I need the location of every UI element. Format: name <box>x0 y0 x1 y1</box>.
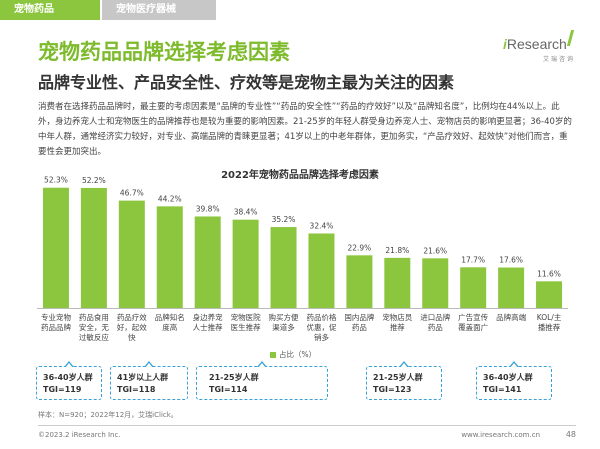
tab-pet-medicine[interactable]: 宠物药品 <box>0 0 100 20</box>
legend-label: 占比（%） <box>279 350 317 359</box>
category-label: 广告宣传覆盖面广 <box>458 312 488 332</box>
chart-legend: 占比（%） <box>270 349 316 360</box>
callout-tgi: TGI=141 <box>483 385 522 394</box>
data-label: 11.6% <box>537 269 561 278</box>
category-label: 国内品牌药品 <box>344 312 374 332</box>
callout-3: 21-25岁人群 TGI=114 <box>196 361 328 400</box>
category-label: 品牌知名度高 <box>155 312 185 332</box>
callout-group: 36-40岁人群 <box>43 373 93 382</box>
category-label: KOL/主播推荐 <box>537 312 562 332</box>
category-label: 药品食用安全，无过敏反应 <box>79 312 109 342</box>
category-label: 专业宠物药品品牌 <box>41 312 71 332</box>
callout-5: 36-40岁人群 TGI=141 <box>476 361 552 400</box>
bar <box>156 206 183 308</box>
data-label: 38.4% <box>234 208 258 217</box>
callout-2: 41岁以上人群 TGI=118 <box>110 361 188 400</box>
data-label: 22.9% <box>347 243 371 252</box>
category-label: 药品价格优惠，促销多 <box>306 312 336 342</box>
chart-title: 2022年宠物药品品牌选择考虑因素 <box>221 170 379 181</box>
footer-copyright: ©2023.2 iResearch Inc. <box>38 431 121 439</box>
callout-group: 36-40岁人群 <box>483 373 533 382</box>
data-label: 44.2% <box>158 194 182 203</box>
callout-tgi: TGI=118 <box>117 385 156 394</box>
callout-tgi: TGI=123 <box>373 385 412 394</box>
iresearch-logo: iResearch 艾瑞咨询 <box>503 30 583 66</box>
footnote: 样本：N=920；2022年12月，艾瑞iClick。 <box>38 411 178 419</box>
callout-4: 21-25岁人群 TGI=123 <box>366 361 442 400</box>
data-label: 52.3% <box>44 176 68 185</box>
description-text: 消费者在选择药品品牌时，最主要的考虑因素是“品牌的专业性”“药品的安全性”“药品… <box>38 102 572 157</box>
callout-1: 36-40岁人群 TGI=119 <box>36 361 102 400</box>
footer-divider <box>38 425 576 426</box>
callout-group: 41岁以上人群 <box>117 373 169 382</box>
footer-url[interactable]: www.iresearch.com.cn <box>461 431 540 439</box>
page-title: 宠物药品品牌选择考虑因素 <box>38 40 290 64</box>
category-label: 宠物医院医生推荐 <box>231 312 261 332</box>
bar <box>80 187 107 308</box>
page-number: 48 <box>565 430 576 439</box>
data-label: 17.6% <box>499 256 523 265</box>
page-subtitle: 品牌专业性、产品安全性、疗效等是宠物主最为关注的因素 <box>38 73 455 92</box>
logo-wordmark: iResearch <box>503 36 567 52</box>
category-label: 身边养宠人士推荐 <box>193 312 223 332</box>
data-label: 21.6% <box>423 246 447 255</box>
bar <box>232 219 259 308</box>
legend-swatch <box>270 351 276 358</box>
callout-group: 21-25岁人群 <box>209 373 259 382</box>
tab-pet-medical-devices[interactable]: 宠物医疗器械 <box>102 0 216 20</box>
callout-tgi: TGI=119 <box>43 385 82 394</box>
logo-subtitle: 艾瑞咨询 <box>543 56 576 63</box>
bar <box>118 200 145 308</box>
data-label: 17.7% <box>461 255 485 264</box>
bar <box>194 216 221 308</box>
bar <box>308 233 335 308</box>
data-label: 52.2% <box>82 176 106 185</box>
top-tabs: 宠物药品 宠物医疗器械 <box>0 0 216 20</box>
bar <box>460 267 487 308</box>
category-label: 品牌高端 <box>496 312 526 322</box>
bar <box>498 267 525 308</box>
bar <box>384 257 411 308</box>
bar <box>536 281 563 308</box>
callout-group: 21-25岁人群 <box>373 373 423 382</box>
callout-tgi: TGI=114 <box>209 385 248 394</box>
data-label: 39.8% <box>196 204 220 213</box>
category-label: 购买方便渠道多 <box>269 312 299 332</box>
bar <box>42 187 69 308</box>
category-label: 宠物店员推荐 <box>382 312 412 332</box>
data-label: 32.4% <box>310 221 334 230</box>
category-label: 药品疗效好，起效快 <box>117 312 147 342</box>
data-label: 35.2% <box>272 215 296 224</box>
bar <box>270 227 297 308</box>
bar <box>346 255 373 308</box>
data-label: 46.7% <box>120 189 144 198</box>
category-label: 进口品牌药品 <box>420 312 450 332</box>
bar <box>422 258 449 308</box>
data-label: 21.8% <box>385 246 409 255</box>
